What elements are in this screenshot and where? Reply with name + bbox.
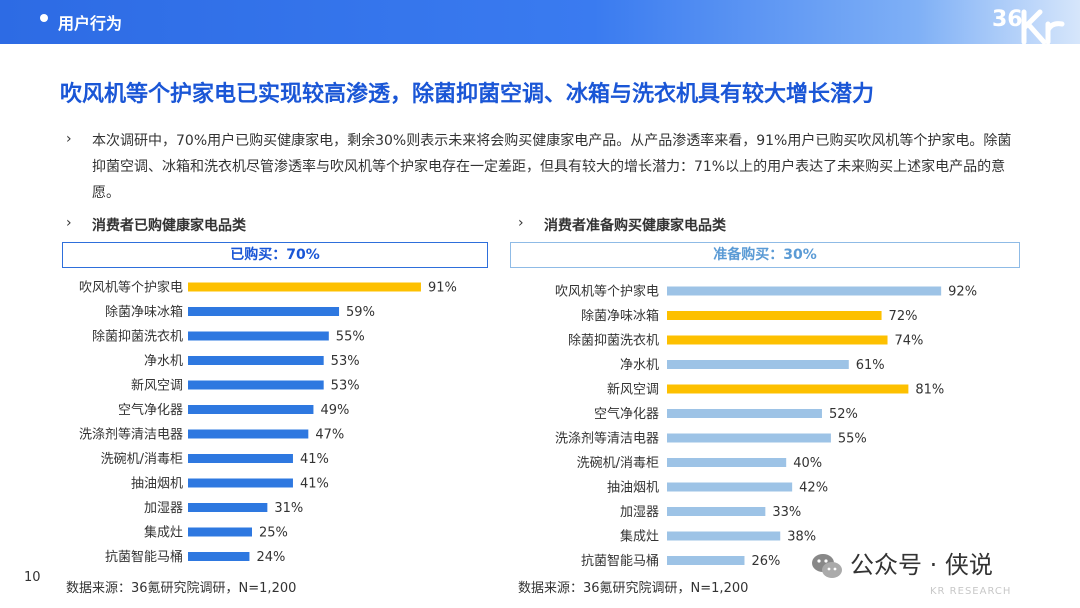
right-bar	[667, 507, 766, 516]
section-title: 用户行为	[58, 14, 123, 33]
right-bar	[667, 458, 787, 467]
right-chart-title: 消费者准备购买健康家电品类	[544, 218, 726, 234]
right-category-label: 抗菌智能马桶	[581, 554, 659, 569]
left-bar	[188, 356, 324, 365]
right-category-label: 加湿器	[620, 505, 659, 520]
right-value-label: 26%	[751, 554, 780, 569]
right-bar	[667, 433, 831, 443]
left-value-label: 31%	[274, 501, 303, 516]
right-value-label: 38%	[787, 530, 816, 545]
left-category-label: 集成灶	[144, 525, 183, 541]
left-bar	[188, 552, 250, 561]
left-value-label: 41%	[300, 452, 329, 467]
left-bar	[188, 307, 340, 316]
left-category-label: 空气净化器	[118, 402, 183, 418]
page-number: 10	[24, 570, 41, 585]
right-bar	[667, 286, 942, 296]
right-category-label: 除菌净味冰箱	[581, 308, 659, 324]
right-value-label: 92%	[948, 285, 977, 300]
right-bar	[667, 360, 849, 369]
left-category-label: 新风空调	[131, 378, 183, 394]
right-chart-box-label: 准备购买：30%	[510, 242, 1020, 268]
left-bar	[188, 478, 293, 488]
left-category-label: 洗碗机/消毒柜	[101, 451, 183, 467]
right-value-label: 74%	[895, 334, 924, 349]
bullet-chevron: ›	[66, 215, 72, 231]
left-source-note: 数据来源：36氪研究院调研，N=1,200	[66, 581, 297, 596]
page-headline: 吹风机等个护家电已实现较高渗透，除菌抑菌空调、冰箱与洗衣机具有较大增长潜力	[60, 82, 875, 107]
left-bar	[188, 527, 252, 537]
watermark-text: 公众号 · 侠说	[850, 551, 993, 579]
right-category-label: 洗碗机/消毒柜	[577, 455, 659, 471]
left-chart-box-label: 已购买：70%	[62, 242, 488, 268]
left-bar	[188, 503, 268, 512]
right-bar	[667, 409, 822, 418]
left-value-label: 55%	[336, 330, 365, 345]
left-bar	[188, 454, 293, 463]
left-value-label: 59%	[346, 305, 375, 320]
left-value-label: 49%	[320, 403, 349, 418]
left-category-label: 除菌净味冰箱	[105, 304, 183, 320]
left-bar	[188, 380, 324, 390]
right-bar	[667, 482, 793, 492]
right-category-label: 洗涤剂等清洁电器	[555, 431, 659, 447]
left-bar	[188, 405, 314, 414]
right-value-label: 61%	[856, 358, 885, 373]
header-bar: 用户行为 36	[0, 0, 1080, 44]
left-value-label: 24%	[256, 550, 285, 565]
right-value-label: 40%	[793, 456, 822, 471]
left-chart-title: 消费者已购健康家电品类	[92, 218, 246, 234]
left-value-label: 25%	[259, 526, 288, 541]
right-category-label: 吹风机等个护家电	[555, 284, 659, 300]
right-category-label: 净水机	[620, 358, 659, 373]
left-value-label: 53%	[331, 379, 360, 394]
right-source-note: 数据来源：36氪研究院调研，N=1,200	[518, 581, 749, 596]
left-category-label: 抽油烟机	[131, 477, 183, 492]
bullet-dot	[40, 14, 48, 22]
left-value-label: 41%	[300, 477, 329, 492]
left-bar	[188, 331, 329, 341]
bullet-chevron: ›	[66, 131, 72, 147]
left-value-label: 91%	[428, 281, 457, 296]
right-bar	[667, 384, 909, 394]
right-category-label: 新风空调	[607, 382, 659, 398]
svg-text:36: 36	[992, 7, 1023, 32]
left-category-label: 吹风机等个护家电	[79, 280, 183, 296]
left-category-label: 洗涤剂等清洁电器	[79, 427, 183, 443]
left-category-label: 除菌抑菌洗衣机	[92, 329, 183, 345]
bullet-chevron: ›	[518, 215, 524, 231]
left-bar	[188, 282, 421, 292]
right-value-label: 52%	[829, 407, 858, 422]
watermark: 公众号 · 侠说	[810, 545, 993, 583]
right-bar	[667, 335, 888, 345]
right-value-label: 55%	[838, 432, 867, 447]
right-category-label: 除菌抑菌洗衣机	[568, 333, 659, 349]
right-value-label: 33%	[772, 505, 801, 520]
left-value-label: 47%	[315, 428, 344, 443]
right-category-label: 抽油烟机	[607, 481, 659, 496]
wechat-icon	[812, 554, 842, 578]
right-value-label: 42%	[799, 481, 828, 496]
left-value-label: 53%	[331, 354, 360, 369]
logo-36kr: 36	[992, 7, 1065, 44]
watermark-subtext: KR RESEARCH	[930, 586, 1012, 597]
intro-paragraph: 本次调研中，70%用户已购买健康家电，剩余30%则表示未来将会购买健康家电产品。…	[92, 133, 1012, 201]
left-bar	[188, 429, 309, 439]
left-category-label: 加湿器	[144, 501, 183, 516]
left-category-label: 抗菌智能马桶	[105, 550, 183, 565]
right-bar	[667, 556, 745, 565]
right-value-label: 72%	[889, 309, 918, 324]
right-value-label: 81%	[915, 383, 944, 398]
left-category-label: 净水机	[144, 354, 183, 369]
right-bar	[667, 311, 882, 320]
right-category-label: 空气净化器	[594, 406, 659, 422]
right-bar	[667, 531, 781, 541]
right-category-label: 集成灶	[620, 529, 659, 545]
